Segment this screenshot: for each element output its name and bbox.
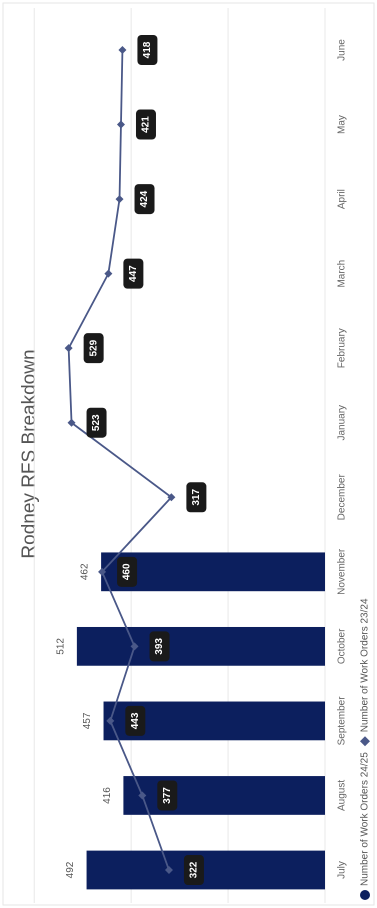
data-label-box: [157, 780, 178, 811]
line-marker: [138, 791, 147, 800]
bar: [123, 776, 326, 815]
line-marker: [104, 269, 113, 278]
bar-value-label: 512: [56, 638, 67, 655]
x-tick-label: November: [337, 548, 348, 595]
data-label: 317: [191, 488, 202, 505]
data-label: 393: [154, 638, 165, 655]
data-label: 523: [91, 414, 102, 431]
rotated-chart: Rodney RFS Breakdown July August September…: [19, 8, 371, 903]
legend-marker: [360, 736, 370, 747]
data-label-box: [186, 482, 207, 513]
x-tick-label: August: [337, 780, 348, 811]
data-label-box: [125, 705, 146, 736]
x-tick-label: April: [337, 189, 348, 209]
line-marker: [167, 493, 176, 502]
x-tick-label: May: [337, 115, 348, 134]
x-tick-label: March: [337, 260, 348, 288]
line-marker: [116, 120, 125, 129]
data-label-box: [149, 631, 170, 662]
x-tick-label: June: [337, 39, 348, 61]
bar-value-label: 457: [82, 712, 93, 729]
x-tick-label: January: [337, 405, 348, 441]
data-label-box: [135, 109, 156, 140]
line-marker: [64, 344, 73, 353]
line-marker: [118, 46, 127, 54]
data-label: 443: [130, 712, 141, 729]
legend-label: Number of Work Orders 23/24: [360, 598, 371, 732]
bar-value-label: 492: [65, 861, 76, 878]
line-marker: [115, 195, 124, 204]
data-label-box: [183, 855, 204, 885]
line-marker: [130, 642, 139, 651]
line-marker: [164, 866, 173, 874]
bar-value-label: 462: [80, 563, 91, 580]
line-marker: [106, 716, 115, 725]
line: [67, 49, 173, 871]
bar: [86, 850, 325, 890]
x-tick-label: December: [337, 474, 348, 521]
data-label-box: [83, 333, 104, 364]
bar: [103, 701, 326, 741]
data-label: 447: [128, 265, 139, 282]
line-marker: [98, 567, 107, 576]
data-label: 418: [142, 41, 153, 58]
data-label: 424: [139, 190, 150, 207]
data-label: 529: [88, 339, 99, 356]
data-label-box: [117, 556, 138, 587]
bar: [101, 552, 325, 592]
legend-marker: [360, 890, 370, 900]
chart-title: Rodney RFS Breakdown: [19, 349, 40, 558]
x-tick-label: October: [337, 628, 348, 664]
bar-value-label: 416: [102, 787, 113, 804]
data-label: 460: [122, 563, 133, 580]
data-label-box: [123, 258, 144, 289]
data-label-box: [137, 35, 158, 65]
x-tick-label: July: [337, 861, 348, 879]
data-label-box: [134, 184, 155, 215]
bar: [76, 626, 325, 666]
x-tick-label: February: [337, 328, 348, 368]
data-label: 322: [189, 861, 200, 878]
data-label: 421: [141, 116, 152, 133]
data-label: 377: [162, 787, 173, 804]
line-marker: [67, 418, 76, 427]
legend-label: Number of Work Orders 24/25: [360, 752, 371, 886]
x-tick-label: September: [337, 696, 348, 746]
data-label-box: [86, 407, 107, 438]
